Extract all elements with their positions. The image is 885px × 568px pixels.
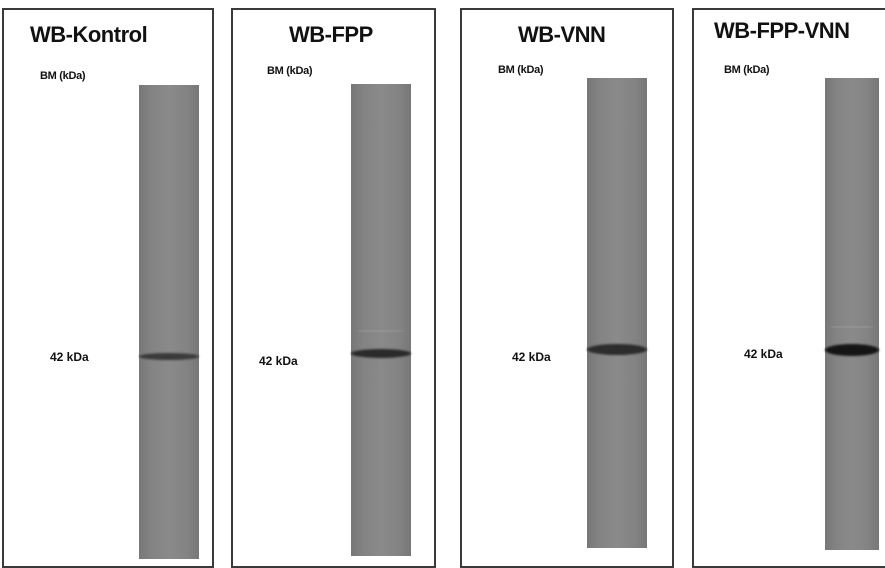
molecular-weight-label: BM (kDa): [724, 64, 770, 76]
panel-title: WB-Kontrol: [30, 22, 148, 47]
panel-title: WB-VNN: [518, 22, 606, 47]
blot-panel-vnn: WB-VNN BM (kDa) 42 kDa: [460, 8, 674, 568]
protein-band: [587, 344, 647, 355]
band-size-label: 42 kDa: [50, 350, 89, 364]
blot-panel-kontrol: WB-Kontrol BM (kDa) 42 kDa: [2, 8, 214, 568]
gel-lane: [351, 84, 411, 556]
band-size-label: 42 kDa: [744, 347, 783, 361]
blot-panel-fpp-vnn: WB-FPP-VNN BM (kDa) 42 kDa: [692, 8, 885, 568]
protein-band: [825, 344, 879, 356]
protein-band: [139, 353, 199, 360]
faint-band: [830, 326, 874, 328]
band-size-label: 42 kDa: [512, 350, 551, 364]
molecular-weight-label: BM (kDa): [40, 70, 86, 82]
panel-title: WB-FPP-VNN: [714, 18, 850, 43]
panel-title: WB-FPP: [289, 22, 373, 47]
gel-lane: [587, 78, 647, 548]
faint-band: [357, 330, 405, 332]
molecular-weight-label: BM (kDa): [267, 65, 313, 77]
protein-band: [351, 349, 411, 358]
band-size-label: 42 kDa: [259, 354, 298, 368]
blot-panel-fpp: WB-FPP BM (kDa) 42 kDa: [231, 8, 436, 568]
molecular-weight-label: BM (kDa): [498, 64, 544, 76]
gel-lane: [139, 85, 199, 559]
gel-lane: [825, 78, 879, 550]
